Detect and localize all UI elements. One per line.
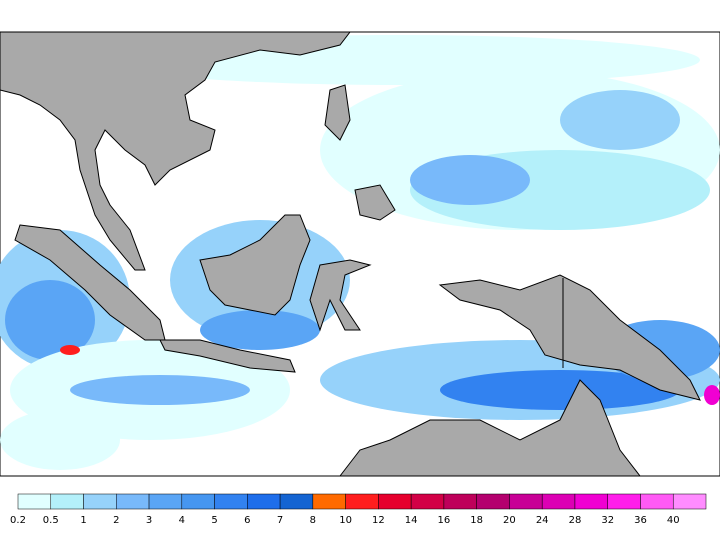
colorbar-segment [312,493,346,510]
colorbar-tick-label: 4 [179,515,185,526]
colorbar-tick-label: 28 [569,515,582,526]
colorbar-segment [279,493,314,510]
colorbar-tick-label: 0.5 [43,515,59,526]
colorbar-tick-label: 18 [470,515,483,526]
colorbar-segment [17,493,52,510]
colorbar-segment [476,493,510,510]
colorbar-segment [509,493,543,510]
colorbar-tick-label: 14 [405,515,418,526]
colorbar-segment [83,493,117,510]
colorbar-tick-label: 7 [277,515,283,526]
land [0,31,701,477]
colorbar-tick-label: 24 [536,515,549,526]
colorbar-tick-label: 20 [503,515,516,526]
colorbar-segment [148,493,183,510]
colorbar-tick-label: 40 [667,515,680,526]
colorbar-segment [214,493,248,510]
colorbar-segment [541,493,576,510]
colorbar-segment [443,493,477,510]
colorbar-segment [116,493,150,510]
colorbar-tick-label: 3 [146,515,152,526]
colorbar-segment [672,493,707,510]
colorbar-tick-label: 32 [601,515,614,526]
colorbar-tick-label: 36 [634,515,647,526]
colorbar: 0.2 0.5 1 2 3 4 5 6 7 8 10 12 14 16 18 20 24 28 32 36 40 [10,493,707,526]
colorbar-tick-label: 12 [372,515,385,526]
colorbar-segment [410,493,445,510]
colorbar-tick-label: 2 [113,515,119,526]
colorbar-tick-label: 5 [211,515,217,526]
colorbar-segment [181,493,215,510]
colorbar-segment [247,493,281,510]
colorbar-tick-label: 6 [244,515,250,526]
colorbar-segment [607,493,641,510]
colorbar-segment [50,493,84,510]
colorbar-segment [574,493,608,510]
colorbar-segment [345,493,379,510]
colorbar-segment [640,493,674,510]
colorbar-tick-label: 10 [339,515,352,526]
colorbar-tick-label: 16 [438,515,451,526]
colorbar-tick-label: 8 [310,515,316,526]
colorbar-tick-label: 0.2 [10,515,26,526]
colorbar-segment [378,493,412,510]
colorbar-tick-label: 1 [80,515,86,526]
